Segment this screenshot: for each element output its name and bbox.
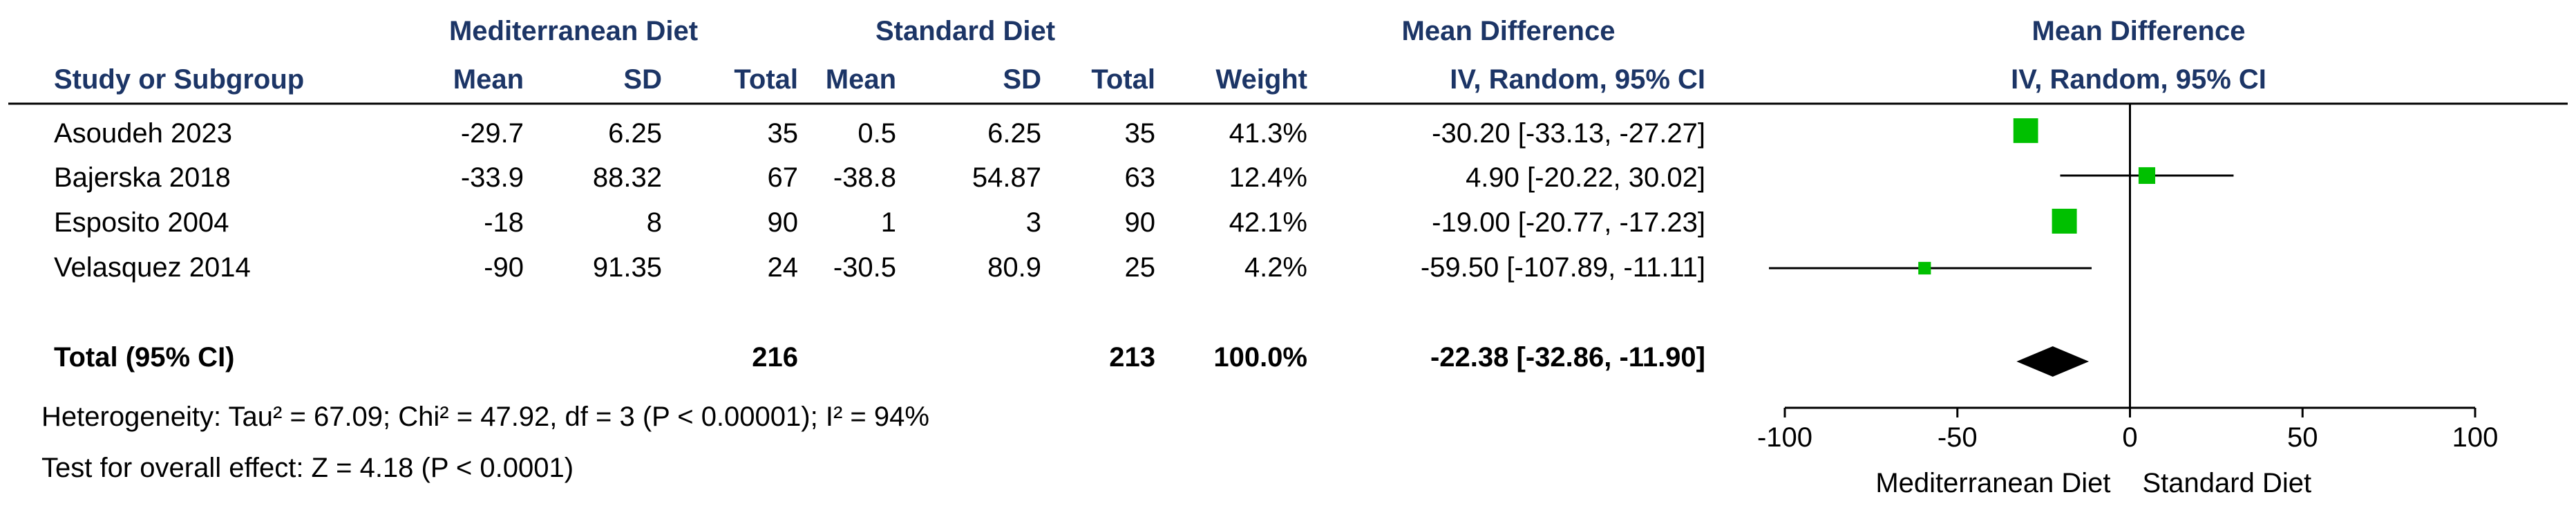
ci-text: -19.00 [-20.77, -17.23] <box>1432 207 1705 238</box>
study-row: Velasquez 2014 -90 91.35 24 -30.5 80.9 2… <box>54 252 1705 283</box>
total-ci-text: -22.38 [-32.86, -11.90] <box>1430 342 1705 373</box>
study-row: Esposito 2004 -18 8 90 1 3 90 42.1% -19.… <box>54 207 1705 238</box>
total-weight: 100.0% <box>1213 342 1307 373</box>
ctl-sd: 54.87 <box>972 162 1041 193</box>
ctl-mean: 1 <box>881 207 896 238</box>
effect-square <box>2013 118 2038 143</box>
exp-total: 24 <box>768 252 799 283</box>
effect-square <box>2052 209 2077 234</box>
weight: 12.4% <box>1229 162 1307 193</box>
exp-sd: 88.32 <box>593 162 662 193</box>
favours-left-label: Mediterranean Diet <box>1875 468 2110 498</box>
study-row: Asoudeh 2023 -29.7 6.25 35 0.5 6.25 35 4… <box>54 118 1705 149</box>
exp-sd: 6.25 <box>608 118 662 149</box>
exp-total: 35 <box>768 118 799 149</box>
md-method-header: IV, Random, 95% CI <box>1450 64 1705 95</box>
md-column-title: Mean Difference <box>1402 16 1616 46</box>
ci-text: -30.20 [-33.13, -27.27] <box>1432 118 1705 149</box>
ctl-mean: -30.5 <box>833 252 896 283</box>
study-row: Bajerska 2018 -33.9 88.32 67 -38.8 54.87… <box>54 162 1705 193</box>
control-group-header: Standard Diet <box>875 16 1055 46</box>
study-name: Velasquez 2014 <box>54 252 251 283</box>
total-exp-total: 216 <box>752 342 798 373</box>
study-name: Asoudeh 2023 <box>54 118 232 149</box>
heterogeneity-text: Heterogeneity: Tau² = 67.09; Chi² = 47.9… <box>41 402 929 432</box>
exp-mean: -90 <box>484 252 524 283</box>
total-row: Total (95% CI) 216 213 100.0% -22.38 [-3… <box>54 342 1705 373</box>
exp-total-header: Total <box>734 64 798 95</box>
exp-sd: 8 <box>647 207 662 238</box>
plot-header-title: Mean Difference <box>2032 16 2246 46</box>
experimental-group-header: Mediterranean Diet <box>449 16 698 46</box>
ctl-total-header: Total <box>1091 64 1155 95</box>
x-tick-label: 0 <box>2122 422 2137 453</box>
x-tick-label: 50 <box>2287 422 2318 453</box>
ctl-total: 63 <box>1125 162 1156 193</box>
study-name: Bajerska 2018 <box>54 162 231 193</box>
ctl-sd: 6.25 <box>987 118 1041 149</box>
ctl-mean-header: Mean <box>826 64 896 95</box>
ci-text: 4.90 [-20.22, 30.02] <box>1466 162 1705 193</box>
exp-mean: -18 <box>484 207 524 238</box>
study-name: Esposito 2004 <box>54 207 229 238</box>
x-tick-label: -100 <box>1757 422 1812 453</box>
weight: 42.1% <box>1229 207 1307 238</box>
ctl-sd: 3 <box>1026 207 1041 238</box>
x-tick-label: -50 <box>1938 422 1978 453</box>
exp-mean: -33.9 <box>461 162 524 193</box>
exp-mean: -29.7 <box>461 118 524 149</box>
ci-text: -59.50 [-107.89, -11.11] <box>1421 252 1705 283</box>
study-column-header: Study or Subgroup <box>54 64 304 95</box>
plot-header-method: IV, Random, 95% CI <box>2011 64 2266 95</box>
effect-square <box>1918 261 1931 275</box>
ctl-total: 90 <box>1125 207 1156 238</box>
weight-header: Weight <box>1215 64 1307 95</box>
pooled-diamond <box>2016 346 2090 377</box>
ctl-mean: -38.8 <box>833 162 896 193</box>
total-ctl-total: 213 <box>1109 342 1155 373</box>
exp-sd: 91.35 <box>593 252 662 283</box>
ctl-sd-header: SD <box>1003 64 1041 95</box>
exp-sd-header: SD <box>623 64 662 95</box>
x-tick-label: 100 <box>2452 422 2499 453</box>
exp-total: 67 <box>768 162 799 193</box>
ctl-mean: 0.5 <box>858 118 896 149</box>
weight: 4.2% <box>1244 252 1307 283</box>
exp-total: 90 <box>768 207 799 238</box>
weight: 41.3% <box>1229 118 1307 149</box>
total-label: Total (95% CI) <box>54 342 235 373</box>
ctl-total: 25 <box>1125 252 1156 283</box>
favours-right-label: Standard Diet <box>2143 468 2312 498</box>
ctl-sd: 80.9 <box>987 252 1041 283</box>
effect-square <box>2138 167 2156 185</box>
ctl-total: 35 <box>1125 118 1156 149</box>
overall-effect-text: Test for overall effect: Z = 4.18 (P < 0… <box>41 453 574 483</box>
exp-mean-header: Mean <box>453 64 524 95</box>
plot-area: -100 -50 0 50 100 Mediterranean Diet Standard … <box>1757 104 2498 498</box>
